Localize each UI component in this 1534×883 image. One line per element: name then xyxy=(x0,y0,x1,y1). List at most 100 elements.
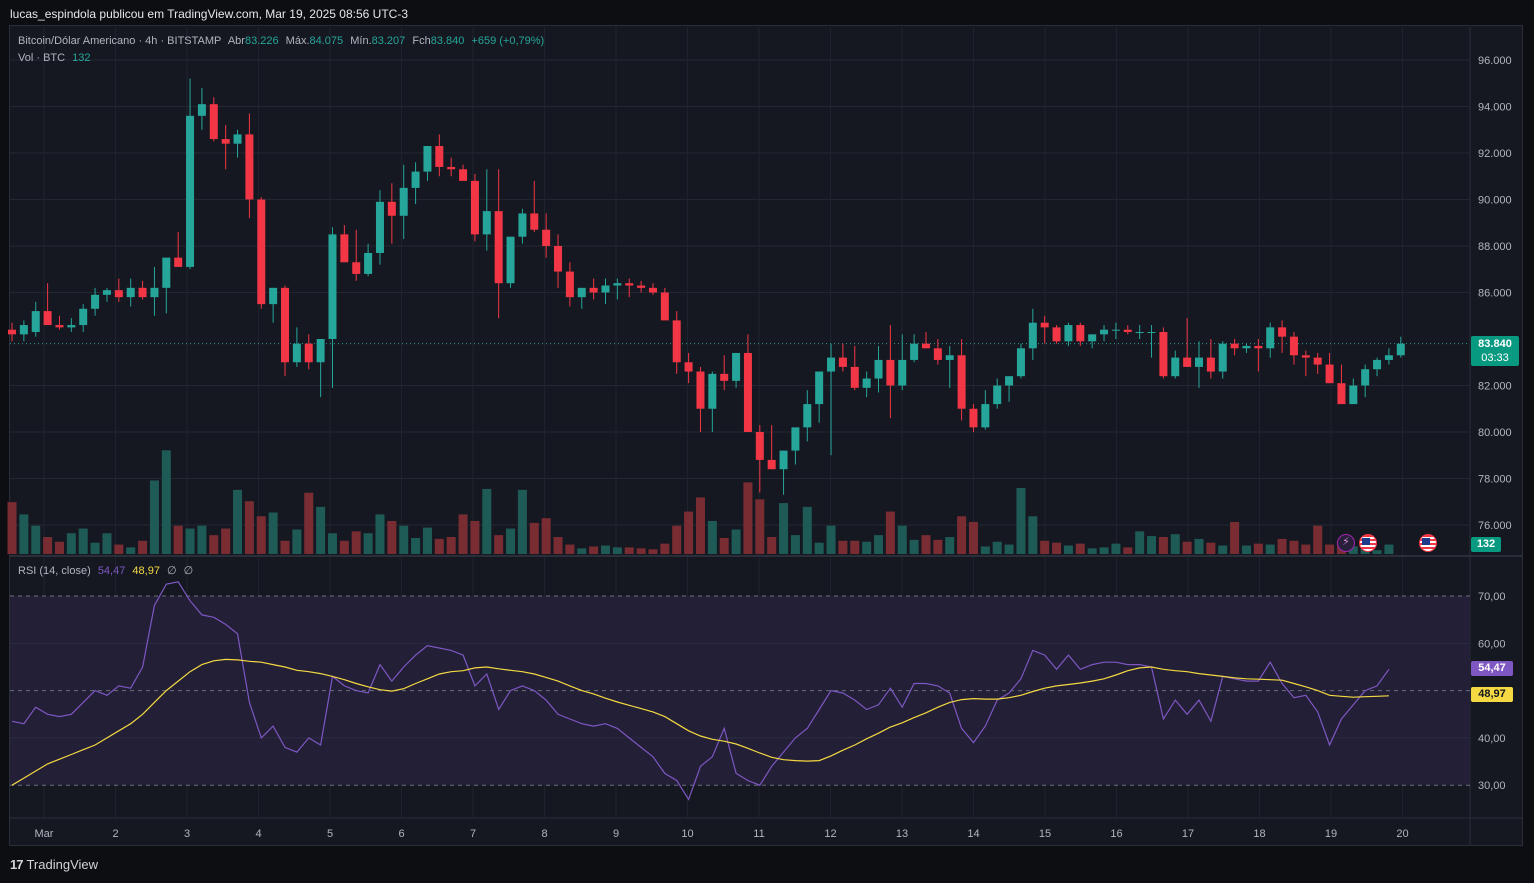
candle-body xyxy=(1088,334,1097,342)
time-tick-label: 10 xyxy=(681,828,693,840)
candle-body xyxy=(838,357,847,367)
lightning-event-icon[interactable]: ⚡ xyxy=(1337,534,1355,552)
candle-body xyxy=(743,352,752,432)
volume-bar xyxy=(933,539,943,554)
volume-bar xyxy=(1372,550,1382,554)
volume-bar xyxy=(1147,536,1157,554)
candle-body xyxy=(375,201,384,253)
volume-bar xyxy=(968,521,978,554)
close-label: Fch xyxy=(412,35,431,47)
symbol-title[interactable]: Bitcoin/Dólar Americano · 4h · BITSTAMP xyxy=(18,35,222,47)
candle-body xyxy=(1171,357,1180,377)
high-label: Máx. xyxy=(285,35,310,47)
time-tick-label: 15 xyxy=(1039,828,1051,840)
tradingview-brand[interactable]: 17 TradingView xyxy=(10,857,98,872)
open-value: 83.226 xyxy=(244,35,279,47)
price-tick-label: 92.000 xyxy=(1478,148,1512,160)
candle-body xyxy=(577,287,586,298)
price-tick-label: 94.000 xyxy=(1478,102,1512,114)
time-tick-label: 2 xyxy=(112,828,118,840)
time-tick-label: 3 xyxy=(184,828,190,840)
candle-body xyxy=(910,343,919,360)
volume-legend: Vol · BTC 132 xyxy=(18,52,95,64)
candle-body xyxy=(1254,345,1263,349)
rsi-value: 54,47 xyxy=(97,565,126,577)
candle-body xyxy=(554,246,563,272)
rsi-ma-value-tag: 48,97 xyxy=(1471,687,1513,702)
candle-body xyxy=(1349,385,1358,405)
candle-body xyxy=(1313,357,1322,365)
volume-bar xyxy=(54,541,64,554)
volume-bar xyxy=(814,542,824,554)
volume-bar xyxy=(1063,545,1073,554)
volume-bar xyxy=(767,537,777,554)
volume-bar xyxy=(1158,537,1168,554)
candle-body xyxy=(1230,343,1239,349)
volume-bar xyxy=(707,521,717,554)
volume-bar xyxy=(221,528,231,554)
candle-body xyxy=(589,287,598,293)
volume-bar xyxy=(529,522,539,554)
candle-body xyxy=(470,180,479,235)
volume-bar xyxy=(1218,545,1228,554)
volume-bar xyxy=(422,527,432,554)
volume-bar xyxy=(660,543,670,554)
candle-body xyxy=(114,290,123,298)
volume-bar xyxy=(553,537,563,554)
time-tick-label: 20 xyxy=(1396,828,1408,840)
price-tick-label: 88.000 xyxy=(1478,241,1512,253)
candle-body xyxy=(720,373,729,381)
time-tick-label: 18 xyxy=(1253,828,1265,840)
volume-bar xyxy=(1111,543,1121,554)
candle-body xyxy=(221,139,230,144)
candle-body xyxy=(767,459,776,470)
volume-bar xyxy=(256,516,266,554)
rsi-tick-label: 60,00 xyxy=(1478,638,1506,650)
volume-bar xyxy=(838,540,848,554)
volume-bar xyxy=(1325,544,1335,554)
volume-bar xyxy=(339,540,349,554)
candle-body xyxy=(803,404,812,428)
candle-body xyxy=(102,290,111,295)
candlesticks xyxy=(8,78,1405,495)
volume-bar xyxy=(695,497,705,554)
volume-bar xyxy=(375,514,385,554)
volume-bar xyxy=(897,525,907,554)
candle-body xyxy=(1100,329,1109,335)
volume-bar xyxy=(636,548,646,554)
time-tick-label: 8 xyxy=(541,828,547,840)
volume-bar xyxy=(1075,543,1085,554)
volume-bar xyxy=(31,525,41,554)
volume-bar xyxy=(327,533,337,554)
rsi-extra-1: ∅ xyxy=(167,565,177,577)
volume-bar xyxy=(1016,488,1026,554)
us-flag-event-icon[interactable] xyxy=(1419,534,1437,552)
candle-body xyxy=(364,252,373,274)
volume-value: 132 xyxy=(72,52,91,64)
volume-bar xyxy=(719,537,729,554)
candle-body xyxy=(696,371,705,409)
volume-bar xyxy=(66,533,76,554)
volume-bar xyxy=(826,525,836,554)
volume-bar xyxy=(1170,534,1180,554)
volume-bar xyxy=(470,521,480,554)
candle-body xyxy=(1325,364,1334,384)
candle-body xyxy=(1159,332,1168,377)
us-flag-event-icon[interactable] xyxy=(1359,534,1377,552)
volume-bar xyxy=(1277,538,1287,554)
volume-bar xyxy=(1135,531,1145,554)
candle-body xyxy=(530,213,539,230)
candle-body xyxy=(352,262,361,274)
volume-bar xyxy=(173,525,183,554)
candle-body xyxy=(150,287,159,298)
candle-body xyxy=(1076,325,1085,342)
rsi-label[interactable]: RSI (14, close) xyxy=(18,565,91,577)
candle-body xyxy=(31,311,40,333)
candle-body xyxy=(1289,336,1298,356)
volume-bar xyxy=(909,539,919,554)
rsi-legend: RSI (14, close) 54,47 48,97 ∅ ∅ xyxy=(18,564,197,577)
candle-body xyxy=(43,311,52,326)
volume-label[interactable]: Vol · BTC xyxy=(18,52,66,64)
price-tick-label: 90.000 xyxy=(1478,195,1512,207)
